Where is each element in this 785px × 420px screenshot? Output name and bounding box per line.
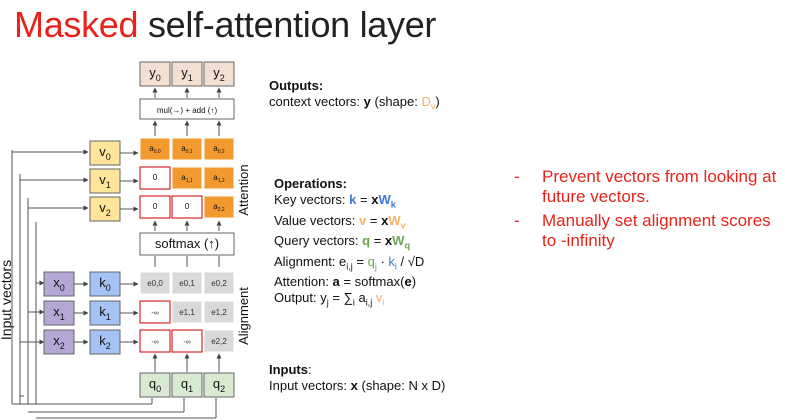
key-k1-label: k1 xyxy=(99,304,111,322)
attention-cell xyxy=(171,195,203,219)
input-x0-label: x0 xyxy=(53,275,65,293)
attention-cell-label: 0 xyxy=(153,173,158,182)
output-dim: Dv xyxy=(421,94,436,112)
operations-heading: Operations: xyxy=(274,176,347,191)
value-v0-label: v0 xyxy=(99,144,111,162)
title-rest: self-attention layer xyxy=(138,4,437,45)
attention-cell-label: a1,2 xyxy=(213,173,225,184)
input-x2-label: x2 xyxy=(53,333,65,351)
inputs-line: Input vectors: x (shape: N x D) xyxy=(269,378,446,393)
alignment-line: Alignment: ei,j = qj · ki / √D xyxy=(274,253,425,272)
attention-cell-label: a0,2 xyxy=(213,144,225,155)
alignment-cell xyxy=(139,329,171,353)
attention-cell-label: a0,1 xyxy=(181,144,193,155)
attention-cell xyxy=(203,166,235,190)
query-q0-label: q0 xyxy=(149,376,161,394)
alignment-cell xyxy=(139,300,171,324)
bullet-list: - Prevent vectors from looking at future … xyxy=(514,167,785,255)
key-k0 xyxy=(89,271,121,297)
alignment-cell xyxy=(171,300,203,324)
query-q1-label: q1 xyxy=(181,376,193,394)
attention-line: Attention: a = softmax(e) xyxy=(274,274,417,290)
alignment-cell-label: e1,1 xyxy=(179,308,195,317)
key-k2-label: k2 xyxy=(99,333,111,351)
query-vectors-line: Query vectors: q = xWq xyxy=(274,233,410,251)
attention-cell xyxy=(171,166,203,190)
alignment-cell-label: e1,2 xyxy=(211,308,227,317)
attention-cell-label: 0 xyxy=(185,202,190,211)
title-accent: Masked xyxy=(14,4,139,45)
inputs-section: Inputs: Input vectors: x (shape: N x D) xyxy=(269,362,446,393)
output-line: Output: yj = ∑i ai,j vi xyxy=(274,290,385,308)
attention-cell-label: a1,1 xyxy=(181,173,193,184)
operations-section: Operations: Key vectors: k = xWk Value v… xyxy=(274,176,424,311)
input-vectors-label: Input vectors xyxy=(0,260,14,340)
attention-label: Attention xyxy=(236,164,251,215)
alignment-label: Alignment xyxy=(236,287,251,345)
value-v2 xyxy=(89,196,121,222)
softmax-box xyxy=(139,232,235,256)
input-x0 xyxy=(43,271,75,297)
attention-cell xyxy=(171,137,203,161)
alignment-cell-label: e0,0 xyxy=(147,279,163,288)
bullet-item: - Prevent vectors from looking at future … xyxy=(514,167,777,206)
query-q2 xyxy=(203,372,235,398)
attention-cell-label: a2,2 xyxy=(213,202,225,213)
alignment-cell-label: -∞ xyxy=(183,339,190,346)
alignment-cell-label: e0,1 xyxy=(179,279,195,288)
inputs-heading: Inputs xyxy=(269,362,308,377)
attention-cell xyxy=(139,195,171,219)
input-x2 xyxy=(43,329,75,355)
outputs-line: context vectors: y (shape: Dv) xyxy=(269,94,440,112)
attention-cell xyxy=(139,166,171,190)
attention-cell xyxy=(203,195,235,219)
query-q0 xyxy=(139,372,171,398)
query-q2-label: q2 xyxy=(213,376,225,394)
softmax-label: softmax (↑) xyxy=(155,236,219,251)
alignment-cell-label: e0,2 xyxy=(211,279,227,288)
outputs-heading: Outputs: xyxy=(269,78,324,93)
output-y0-label: y0 xyxy=(149,65,161,83)
value-v1-label: v1 xyxy=(99,172,111,190)
input-x1-label: x1 xyxy=(53,304,65,322)
bullet-item: - Manually set alignment scores to -infin… xyxy=(514,211,771,250)
outputs-section: Outputs: context vectors: y (shape: Dv) xyxy=(269,78,440,115)
output-y1-label: y1 xyxy=(181,65,193,83)
slide-title: Masked self-attention layer xyxy=(14,4,436,46)
output-y2-label: y2 xyxy=(213,65,225,83)
alignment-cell xyxy=(139,271,171,295)
attention-cell-label: a0,0 xyxy=(149,144,161,155)
key-k0-label: k0 xyxy=(99,275,111,293)
alignment-cell-label: -∞ xyxy=(151,339,158,346)
value-v2-label: v2 xyxy=(99,200,111,218)
attention-cell xyxy=(203,137,235,161)
attention-cell-label: 0 xyxy=(153,202,158,211)
alignment-cell xyxy=(171,329,203,353)
output-y0 xyxy=(139,61,171,87)
alignment-cell xyxy=(171,271,203,295)
key-vectors-line: Key vectors: k = xWk xyxy=(274,192,396,210)
alignment-cell xyxy=(203,300,235,324)
alignment-cell-label: e2,2 xyxy=(211,337,227,346)
mul-add-box xyxy=(139,98,235,120)
alignment-cell-label: -∞ xyxy=(151,310,158,317)
output-y1 xyxy=(171,61,203,87)
value-vectors-line: Value vectors: v = xWv xyxy=(274,212,406,231)
output-y2 xyxy=(203,61,235,87)
input-x1 xyxy=(43,300,75,326)
query-q1 xyxy=(171,372,203,398)
mul-add-label: mul(→) + add (↑) xyxy=(157,106,218,115)
alignment-cell xyxy=(203,329,235,353)
attention-cell xyxy=(139,137,171,161)
alignment-cell xyxy=(203,271,235,295)
